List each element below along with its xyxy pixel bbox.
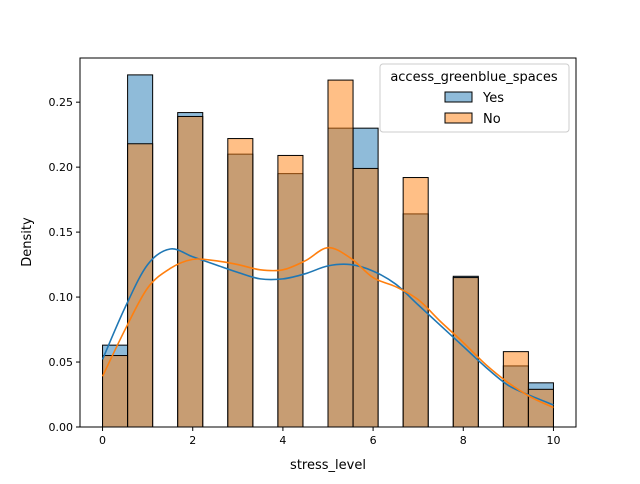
legend: access_greenblue_spaces Yes No xyxy=(379,63,570,133)
axes-frame xyxy=(79,57,577,428)
y-axis: 0.00 0.05 0.10 0.15 0.20 0.25 xyxy=(49,96,80,434)
legend-label-yes: Yes xyxy=(482,91,504,106)
x-axis-label: stress_level xyxy=(290,458,366,473)
bar-no-0 xyxy=(102,355,129,428)
bar-no-7 xyxy=(277,154,304,428)
bar-no-14 xyxy=(452,277,479,428)
y-tick-label: 0.05 xyxy=(49,356,74,369)
y-tick-label: 0.10 xyxy=(49,291,74,304)
kde-line-no xyxy=(101,246,554,409)
legend-swatch-no xyxy=(444,112,473,124)
kde-line-yes xyxy=(101,248,554,406)
bar-no-10 xyxy=(352,167,379,428)
x-tick-label: 8 xyxy=(460,434,467,447)
bars-layer xyxy=(102,74,554,428)
y-tick-label: 0.20 xyxy=(49,161,74,174)
bar-no-9 xyxy=(327,79,354,428)
kde-layer xyxy=(101,246,554,409)
y-axis-label: Density xyxy=(20,217,35,267)
bar-no-5 xyxy=(227,138,254,428)
legend-swatch-yes xyxy=(444,91,473,103)
x-tick-label: 0 xyxy=(99,434,106,447)
x-tick-label: 2 xyxy=(189,434,196,447)
x-tick-label: 4 xyxy=(279,434,286,447)
legend-title: access_greenblue_spaces xyxy=(390,70,558,85)
x-axis: 0 2 4 6 8 10 xyxy=(99,427,560,447)
bar-no-3 xyxy=(177,115,204,428)
y-tick-label: 0.25 xyxy=(49,96,74,109)
x-tick-label: 6 xyxy=(370,434,377,447)
x-tick-label: 10 xyxy=(546,434,560,447)
legend-label-no: No xyxy=(483,112,501,127)
legend-box xyxy=(379,63,570,133)
y-tick-label: 0.15 xyxy=(49,226,74,239)
bar-no-17 xyxy=(527,388,554,428)
y-tick-label: 0.00 xyxy=(49,421,74,434)
